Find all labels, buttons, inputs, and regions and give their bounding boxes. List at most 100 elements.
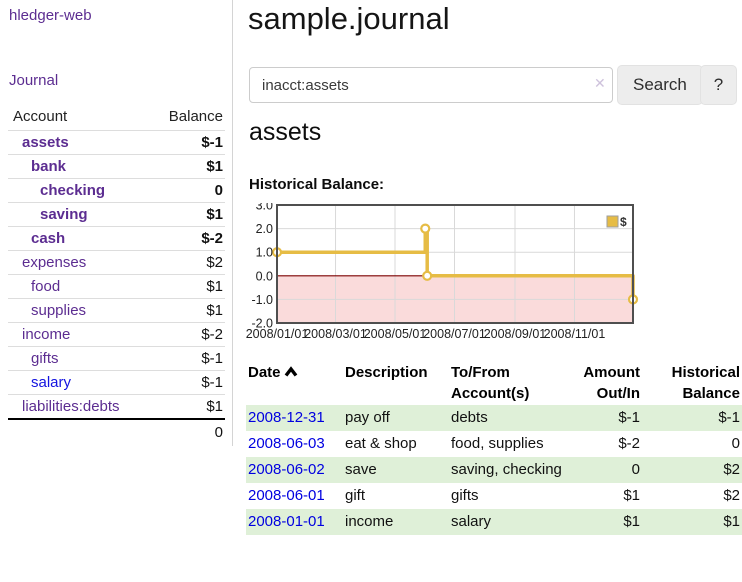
- account-balance: $-1: [152, 370, 225, 395]
- svg-text:3.0: 3.0: [256, 203, 273, 213]
- transaction-date-cell: 2008-01-01: [246, 509, 343, 535]
- account-name-cell: bank: [8, 154, 153, 179]
- transaction-date-link[interactable]: 2008-01-01: [248, 513, 325, 530]
- svg-text:$: $: [620, 215, 627, 229]
- transaction-balance: $2: [723, 487, 740, 504]
- transaction-amount: $1: [623, 487, 640, 504]
- account-balance: $2: [152, 250, 225, 275]
- transaction-balance: 0: [731, 435, 740, 452]
- transaction-description: eat & shop: [345, 435, 417, 452]
- account-name-cell: checking: [8, 178, 153, 203]
- svg-text:2008/11/01: 2008/11/01: [544, 327, 606, 341]
- main-content: sample.journal ✕ Search ? assets Histori…: [248, 0, 742, 360]
- nav-journal-link[interactable]: Journal: [9, 72, 59, 89]
- search-input[interactable]: [249, 67, 613, 103]
- transaction-description: income: [345, 513, 394, 530]
- transaction-accounts: salary: [451, 513, 492, 530]
- register-row[interactable]: 2008-01-01 income salary $1 $1: [246, 509, 742, 535]
- account-name-cell: food: [8, 274, 153, 299]
- account-name-cell: liabilities:debts: [8, 394, 153, 419]
- transaction-description: gift: [345, 487, 366, 504]
- account-link[interactable]: income: [22, 326, 71, 343]
- sort-asc-icon: [284, 362, 298, 383]
- register-row[interactable]: 2008-06-03 eat & shop food, supplies $-2 0: [246, 431, 742, 457]
- svg-text:2008/07/01: 2008/07/01: [423, 327, 486, 341]
- transaction-amount: $-2: [618, 435, 640, 452]
- register-header-row: Date Description To/From Account(s) Amou…: [246, 361, 742, 405]
- accounts-table: Account Balance assets $-1 bank $1 checking 0…: [8, 106, 225, 444]
- transaction-description: save: [345, 461, 377, 478]
- account-link[interactable]: gifts: [31, 350, 59, 367]
- transaction-date-cell: 2008-06-01: [246, 483, 343, 509]
- transaction-date-link[interactable]: 2008-06-03: [248, 435, 325, 452]
- accounts-total-value: 0: [152, 418, 225, 444]
- account-link[interactable]: saving: [40, 206, 88, 223]
- accounts-header-account: Account: [13, 108, 68, 125]
- transaction-amount: $1: [623, 513, 640, 530]
- account-name-cell: salary: [8, 370, 153, 395]
- clear-search-icon[interactable]: ✕: [594, 75, 606, 91]
- svg-text:0.0: 0.0: [256, 269, 273, 283]
- chart-title: Historical Balance:: [249, 176, 385, 193]
- account-name-cell: assets: [8, 130, 153, 155]
- account-balance: $1: [152, 274, 225, 299]
- account-name-cell: expenses: [8, 250, 153, 275]
- register-row[interactable]: 2008-06-02 save saving, checking 0 $2: [246, 457, 742, 483]
- account-balance: $-1: [152, 130, 225, 155]
- column-header-date[interactable]: Date: [246, 361, 343, 405]
- transaction-date-link[interactable]: 2008-12-31: [248, 409, 325, 426]
- page-title: sample.journal: [248, 1, 450, 36]
- register-row[interactable]: 2008-06-01 gift gifts $1 $2: [246, 483, 742, 509]
- account-link[interactable]: salary: [31, 374, 72, 391]
- help-button[interactable]: ?: [700, 65, 737, 105]
- register-row[interactable]: 2008-12-31 pay off debts $-1 $-1: [246, 405, 742, 431]
- account-row: cash $-2: [8, 226, 225, 251]
- account-name-cell: supplies: [8, 298, 153, 323]
- account-row: liabilities:debts $1: [8, 394, 225, 419]
- register-table: Date Description To/From Account(s) Amou…: [246, 361, 742, 535]
- account-link[interactable]: expenses: [22, 254, 87, 271]
- transaction-accounts: debts: [451, 409, 488, 426]
- account-balance: $1: [152, 154, 225, 179]
- transaction-balance: $1: [723, 513, 740, 530]
- column-header-accounts: To/From Account(s): [451, 364, 530, 402]
- svg-text:-1.0: -1.0: [251, 293, 273, 307]
- transaction-accounts: food, supplies: [451, 435, 544, 452]
- account-link[interactable]: food: [31, 278, 61, 295]
- transaction-date-link[interactable]: 2008-06-02: [248, 461, 325, 478]
- account-link[interactable]: checking: [40, 182, 106, 199]
- account-balance: 0: [152, 178, 225, 203]
- account-balance: $1: [152, 394, 225, 419]
- account-heading: assets: [249, 118, 322, 146]
- transaction-date-link[interactable]: 2008-06-01: [248, 487, 325, 504]
- transaction-accounts: saving, checking: [451, 461, 562, 478]
- account-balance: $-1: [152, 346, 225, 371]
- account-row: salary $-1: [8, 370, 225, 395]
- account-row: assets $-1: [8, 130, 225, 155]
- accounts-header-row: Account Balance: [8, 106, 225, 131]
- account-name-cell: gifts: [8, 346, 153, 371]
- account-link[interactable]: cash: [31, 230, 66, 247]
- account-name-cell: cash: [8, 226, 153, 251]
- svg-text:2008/09/01: 2008/09/01: [484, 327, 547, 341]
- historical-balance-chart: 3.0 2.0 1.0 0.0 -1.0 -2.02008/01/012008/03/01…: [246, 203, 639, 341]
- brand-link[interactable]: hledger-web: [9, 7, 92, 24]
- search-button[interactable]: Search: [617, 65, 703, 105]
- svg-text:2008/01/01: 2008/01/01: [246, 327, 309, 341]
- account-row: bank $1: [8, 154, 225, 179]
- account-row: gifts $-1: [8, 346, 225, 371]
- accounts-total-spacer: [8, 418, 153, 444]
- account-row: saving $1: [8, 202, 225, 227]
- account-link[interactable]: assets: [22, 134, 69, 151]
- account-balance: $-2: [152, 226, 225, 251]
- transaction-description: pay off: [345, 409, 390, 426]
- account-balance: $-2: [152, 322, 225, 347]
- svg-text:-2.0: -2.0: [251, 317, 273, 331]
- account-link[interactable]: supplies: [31, 302, 87, 319]
- transaction-date-cell: 2008-06-03: [246, 431, 343, 457]
- account-row: checking 0: [8, 178, 225, 203]
- transaction-balance: $-1: [718, 409, 740, 426]
- column-header-description: Description: [345, 364, 428, 381]
- account-link[interactable]: liabilities:debts: [22, 398, 120, 415]
- account-link[interactable]: bank: [31, 158, 67, 175]
